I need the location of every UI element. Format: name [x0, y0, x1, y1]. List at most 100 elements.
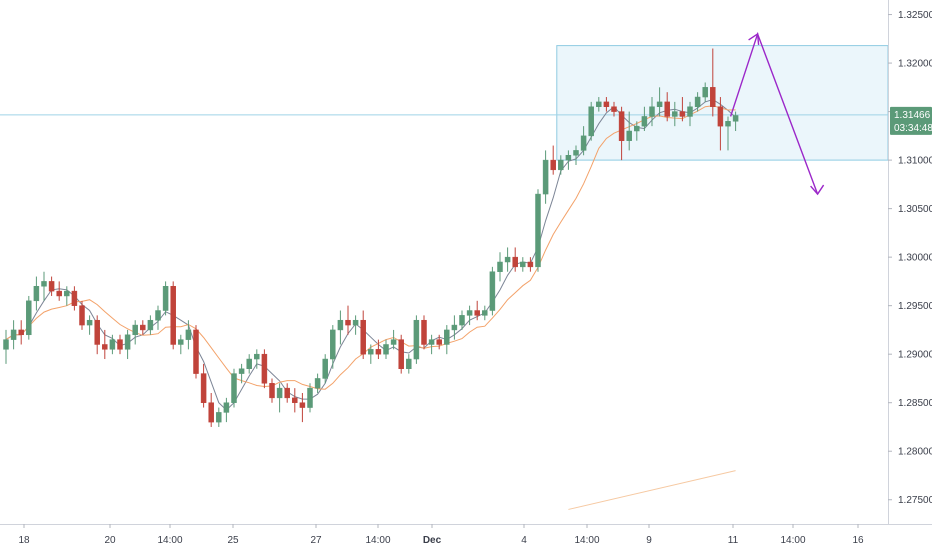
candle-body	[330, 329, 336, 360]
candle-body	[383, 344, 389, 355]
candle-body	[725, 121, 731, 127]
candle-body	[48, 281, 55, 292]
candle-body	[649, 106, 655, 117]
candle-body	[444, 329, 450, 345]
candle	[292, 388, 298, 413]
candle-body	[580, 135, 587, 151]
candle-body	[611, 106, 617, 112]
candle-body	[482, 310, 488, 316]
candle-body	[664, 101, 670, 117]
candle-body	[573, 150, 579, 156]
candle-body	[71, 290, 78, 306]
candle	[33, 276, 40, 311]
y-tick-label: 1.27500	[898, 495, 932, 506]
candle	[573, 145, 579, 165]
x-tick-label: 14:00	[157, 535, 182, 546]
candle	[155, 305, 161, 330]
candle	[307, 383, 313, 413]
x-tick-label: 9	[646, 535, 652, 546]
candle-body	[322, 358, 328, 379]
candle	[231, 368, 237, 408]
candle	[56, 281, 62, 301]
candle-body	[626, 130, 632, 141]
candle	[428, 334, 435, 355]
candle	[398, 334, 404, 374]
x-tick-label: 27	[310, 535, 322, 546]
candle	[41, 271, 47, 301]
candle	[314, 373, 321, 393]
candle	[634, 121, 640, 141]
candle-body	[710, 87, 716, 107]
candle	[413, 315, 420, 364]
candle	[466, 305, 473, 326]
candle	[79, 300, 85, 330]
candle-body	[10, 329, 17, 340]
candle	[124, 329, 131, 360]
candle-body	[238, 368, 245, 374]
x-tick-label: 16	[852, 535, 864, 546]
candle	[94, 315, 100, 355]
candle-body	[641, 116, 648, 127]
candle-body	[314, 378, 321, 389]
candle-body	[208, 402, 214, 423]
candle-body	[694, 96, 701, 107]
candle-body	[428, 339, 435, 345]
candle-body	[79, 305, 85, 326]
candle-body	[558, 159, 564, 171]
candle	[527, 257, 534, 272]
candle-body	[276, 387, 283, 399]
candle	[649, 97, 655, 127]
candle-body	[717, 106, 724, 127]
candle-body	[360, 319, 366, 355]
candle-body	[41, 281, 47, 287]
candle	[596, 97, 602, 112]
last-price-tag	[890, 106, 932, 135]
candle-body	[702, 87, 708, 98]
candle	[48, 276, 55, 296]
candle-body	[231, 373, 237, 403]
candle-body	[3, 339, 9, 350]
candle	[406, 354, 412, 374]
candle-body	[679, 111, 686, 117]
candle-body	[368, 349, 374, 355]
candle-body	[618, 111, 625, 141]
candle	[193, 325, 199, 379]
x-tick-label: 14:00	[574, 535, 599, 546]
candle	[565, 150, 572, 170]
candle	[459, 310, 465, 330]
candle	[269, 378, 275, 403]
candle-body	[216, 412, 222, 423]
candle	[375, 339, 382, 360]
candle	[512, 247, 518, 272]
candle	[664, 92, 670, 122]
candle-body	[542, 159, 549, 195]
candle-body	[474, 310, 480, 316]
y-tick-label: 1.29000	[898, 350, 932, 361]
moving-averages-layer	[5, 98, 736, 510]
candle	[611, 101, 617, 117]
candle	[238, 363, 245, 384]
candle	[497, 252, 503, 282]
candles-layer	[3, 48, 739, 427]
candle	[710, 48, 716, 117]
candle-body	[162, 286, 169, 311]
candle	[641, 106, 648, 131]
candle-body	[147, 319, 154, 331]
candle	[3, 329, 9, 364]
candle-body	[94, 319, 100, 345]
candle	[520, 257, 526, 272]
candle-body	[489, 271, 496, 311]
candle-body	[18, 329, 24, 336]
candle	[694, 92, 701, 112]
candle-body	[170, 286, 176, 345]
candle	[687, 101, 693, 127]
last-price-label: 1.31466	[894, 110, 931, 121]
candle	[352, 315, 359, 335]
candle-body	[86, 319, 93, 326]
candle-body	[155, 310, 161, 321]
candle-body	[459, 315, 465, 326]
candle	[504, 247, 511, 272]
x-tick-label: Dec	[423, 535, 442, 546]
candle-body	[603, 101, 610, 107]
